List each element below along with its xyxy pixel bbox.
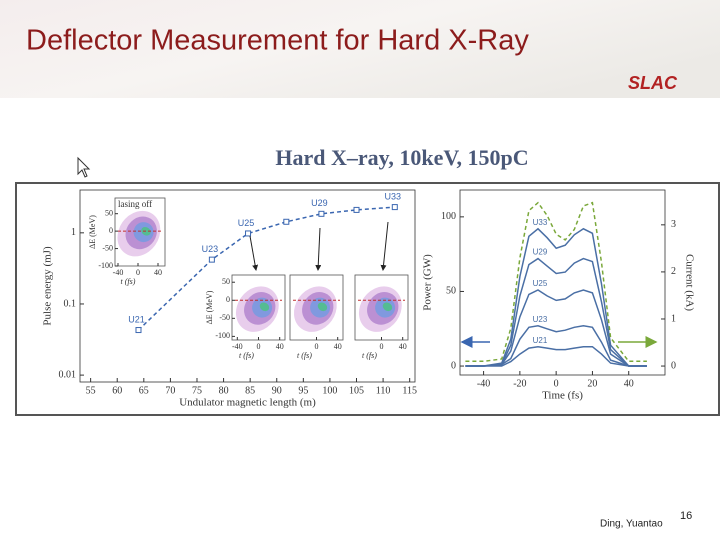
series-label: U21 [533,336,548,345]
plot-area [459,189,666,376]
inset-x-tick-label: 0 [136,268,140,277]
x-tick-label: 65 [139,385,149,396]
inset-y-tick-label: -100 [98,261,113,270]
heatmap-blob [317,302,328,312]
inset-y-tick-label: 0 [226,295,230,304]
y-tick-label: 1 [71,227,76,238]
point-label: U23 [202,244,219,254]
heatmap-blob [382,302,393,312]
x-tick-label: 20 [587,378,597,389]
inset-x-tick-label: -40 [113,268,124,277]
x-tick-label: 90 [272,385,282,396]
header-band [0,0,720,98]
series-label: U25 [533,279,548,288]
data-marker [283,218,290,225]
inset-x-tick-label: 40 [399,342,407,351]
y-tick-label: 50 [446,286,456,297]
arrow [380,221,389,271]
series-label: U23 [533,315,548,324]
data-line [465,345,647,367]
point-label: U33 [385,191,402,201]
heatmap-blob [259,302,270,312]
inset-y-label: ΔE (MeV) [205,290,214,324]
x-tick-label: 40 [624,378,634,389]
y2-tick-label: 1 [671,313,676,324]
inset-x-tick-label: 40 [154,268,162,277]
plot-area [79,189,416,383]
inset-x-tick-label: 40 [276,342,284,351]
inset-label: lasing off [118,199,152,209]
inset-y-tick-label: 50 [222,277,230,286]
x-tick-label: 75 [192,385,202,396]
x-tick-label: 60 [112,385,122,396]
y-tick-label: 0.1 [64,298,77,309]
slide-title: Deflector Measurement for Hard X-Ray [26,25,529,57]
figure: 55 60 65 70 75 80 85 90 95 100 105 110 1150.010.11Un… [42,189,695,409]
x-axis-label: Undulator magnetic length (m) [179,397,316,409]
inset-x-tick-label: 0 [257,342,261,351]
series-label: U33 [533,218,548,227]
arrow [315,227,322,271]
logo: SLAC [628,73,678,93]
inset-y-tick-label: -50 [102,243,113,252]
y2-axis-label: Current (kA) [683,254,695,311]
inset-y-tick-label: -100 [215,331,230,340]
x-tick-label: 70 [165,385,175,396]
y2-tick-label: 3 [671,219,676,230]
data-line [465,227,647,367]
inset-x-tick-label: -40 [232,342,243,351]
author: Ding, Yuantao [600,519,663,530]
page-number: 16 [680,510,692,522]
inset-x-tick-label: 0 [380,342,384,351]
inset-y-label: ΔE (MeV) [88,215,97,249]
data-line [465,289,647,367]
data-line [465,325,647,367]
point-label: U29 [311,198,328,208]
x-tick-label: 80 [219,385,229,396]
inset-x-label: t (fs) [121,277,136,286]
y-tick-label: 0.01 [59,369,77,380]
x-tick-label: 105 [349,385,364,396]
figure-title: Hard X–ray, 10keV, 150pC [275,145,528,170]
x-tick-label: 115 [402,385,417,396]
y2-tick-label: 0 [671,360,676,371]
x-tick-label: 110 [376,385,391,396]
x-axis-label: Time (fs) [542,390,583,402]
inset-x-label: t (fs) [362,351,377,360]
x-tick-label: -20 [513,378,526,389]
data-line [465,257,647,367]
inset-x-label: t (fs) [297,351,312,360]
inset-x-tick-label: 0 [315,342,319,351]
y2-tick-label: 2 [671,266,676,277]
data-marker [318,210,325,217]
arrow [249,235,259,271]
x-tick-label: 0 [554,378,559,389]
cursor-icon [77,156,91,178]
point-label: U21 [128,314,145,324]
x-tick-label: -40 [477,378,490,389]
data-marker [245,230,252,237]
inset-x-tick-label: 40 [334,342,342,351]
data-marker [353,206,360,213]
y-axis-label: Power (GW) [422,254,434,311]
x-tick-label: 100 [322,385,337,396]
y-tick-label: 0 [451,360,456,371]
x-tick-label: 55 [86,385,96,396]
y-axis-label: Pulse energy (mJ) [42,246,54,326]
data-marker [135,327,142,334]
point-label: U25 [238,218,255,228]
inset-x-label: t (fs) [239,351,254,360]
series-label: U29 [533,248,548,257]
inset-y-tick-label: -50 [219,313,230,322]
y-tick-label: 100 [441,211,456,222]
data-marker [391,204,398,211]
data-line [465,201,647,363]
inset-y-tick-label: 50 [105,209,113,218]
inset-y-tick-label: 0 [109,226,113,235]
x-tick-label: 95 [298,385,308,396]
x-tick-label: 85 [245,385,255,396]
data-marker [208,256,215,263]
